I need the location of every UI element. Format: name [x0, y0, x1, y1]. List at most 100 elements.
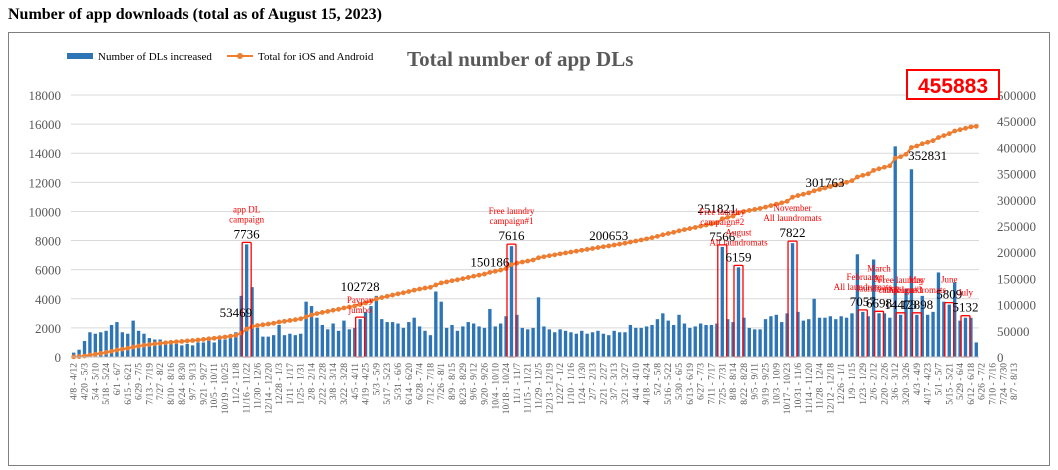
bar [671, 324, 676, 357]
line-point [952, 128, 958, 134]
bar [374, 295, 379, 357]
line-point [228, 333, 233, 339]
bar-value-label: 6159 [725, 249, 751, 264]
bar [666, 320, 670, 357]
right-tick-label: 500000 [997, 88, 1036, 103]
right-tick-label: 50000 [997, 324, 1030, 339]
x-tick-label: 5/29 - 6/4 [956, 363, 966, 400]
line-point [854, 174, 860, 180]
x-tick-label: 9/19 - 9/25 [762, 363, 772, 405]
bar [893, 146, 897, 357]
bar-value-label: 12898 [901, 297, 934, 312]
line-point [395, 291, 401, 297]
line-point [914, 143, 920, 149]
line-point [336, 306, 341, 312]
line-point [849, 178, 855, 184]
x-tick-label: 12/28 - 1/3 [275, 363, 285, 405]
x-tick-label: 7/24 - 7/30 [999, 363, 1009, 405]
legend-bar-swatch [67, 53, 93, 59]
line-point [703, 222, 709, 228]
line-point [827, 184, 833, 189]
bar [812, 298, 816, 357]
right-tick-label: 150000 [997, 271, 1036, 286]
bar [201, 342, 206, 357]
line-point [595, 245, 601, 250]
bar [347, 329, 352, 357]
x-tick-label: 4/3 - 4/9 [913, 363, 923, 395]
line-point [179, 338, 185, 344]
bar [77, 349, 81, 357]
x-tick-label: 11/15 - 11/21 [524, 363, 534, 414]
bar [417, 326, 422, 357]
x-tick-label: 9/21 - 9/27 [199, 363, 209, 405]
line-point [546, 253, 552, 259]
line-point [844, 179, 849, 185]
line-point [271, 320, 277, 326]
bar [563, 330, 568, 357]
line-point [963, 125, 968, 131]
annotation-text: August [725, 227, 752, 237]
line-point [255, 323, 260, 328]
x-tick-label: 6/27 - 7/3 [697, 363, 707, 400]
bar [715, 323, 719, 357]
line-point [298, 316, 304, 322]
axis-layer: 0 2000 4000 6000 8000 10000 12000 14000 16000 180… [29, 88, 1037, 414]
bar [520, 327, 524, 357]
right-tick-label: 350000 [997, 167, 1036, 182]
x-tick-label: 7/11 - 7/17 [708, 363, 718, 405]
annotation-text: Paypay [347, 295, 374, 305]
line-point [384, 293, 390, 299]
line-point [390, 292, 395, 298]
x-tick-label: 8/9 - 8/15 [448, 363, 458, 400]
line-point [498, 267, 504, 273]
line-point [509, 262, 514, 267]
x-tick-label: 5/17 - 5/23 [383, 363, 393, 405]
x-tick-label: 4/8 - 4/12 [70, 363, 80, 400]
bar [288, 333, 292, 357]
line-point [373, 296, 379, 302]
x-tick-label: 7/12 - 7/18 [426, 363, 436, 405]
x-tick-label: 5/4 - 5/10 [91, 363, 101, 400]
line-point [638, 237, 644, 243]
line-point [946, 131, 952, 137]
bar [169, 343, 173, 357]
x-tick-label: 12/27 - 1/2 [556, 363, 566, 405]
right-tick-label: 300000 [997, 193, 1036, 208]
bar [499, 323, 503, 357]
bar [536, 297, 541, 357]
x-tick-label: 12/14 - 12/20 [264, 363, 274, 414]
annotation-text: Free laundry [489, 206, 535, 216]
bar [190, 345, 195, 357]
bar-value-label: 2696 [988, 33, 1015, 36]
line-point [465, 275, 471, 280]
annotation-text: June [941, 275, 958, 285]
right-tick-label: 250000 [997, 219, 1036, 234]
line-point [730, 213, 736, 219]
bar [385, 322, 389, 357]
bar [239, 295, 243, 357]
bar-value-label: 7736 [234, 226, 261, 241]
line-value-label: 251821 [697, 201, 736, 216]
line-point [536, 255, 541, 261]
bar [320, 324, 324, 357]
annotation-text: All [873, 273, 885, 283]
annotation-text: November [774, 203, 812, 213]
bar [93, 333, 97, 357]
bar [180, 345, 184, 357]
bar [407, 322, 411, 357]
line-point [211, 335, 217, 341]
line-point [617, 241, 622, 247]
bar [774, 314, 778, 357]
bar-value-label: 5809 [936, 287, 962, 302]
bar [342, 320, 346, 357]
line-point [330, 307, 336, 313]
bar [250, 287, 254, 357]
line-point [763, 204, 768, 210]
bar-value-label: 7822 [780, 225, 806, 240]
bar [99, 332, 103, 357]
line-point [87, 352, 93, 358]
x-tick-label: 11/14 - 11/20 [805, 363, 815, 414]
line-point [800, 191, 806, 197]
line-point [92, 351, 98, 357]
left-tick-label: 4000 [35, 292, 61, 307]
